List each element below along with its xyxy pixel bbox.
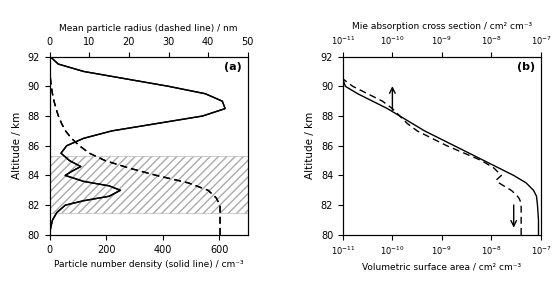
Y-axis label: Altitude / km: Altitude / km xyxy=(305,112,315,179)
X-axis label: Particle number density (solid line) / cm⁻³: Particle number density (solid line) / c… xyxy=(54,260,243,269)
Text: (b): (b) xyxy=(517,62,535,72)
Y-axis label: Altitude / km: Altitude / km xyxy=(12,112,22,179)
Text: (a): (a) xyxy=(224,62,242,72)
X-axis label: Volumetric surface area / cm² cm⁻³: Volumetric surface area / cm² cm⁻³ xyxy=(362,263,522,272)
X-axis label: Mean particle radius (dashed line) / nm: Mean particle radius (dashed line) / nm xyxy=(60,24,238,33)
X-axis label: Mie absorption cross section / cm² cm⁻³: Mie absorption cross section / cm² cm⁻³ xyxy=(352,22,532,31)
